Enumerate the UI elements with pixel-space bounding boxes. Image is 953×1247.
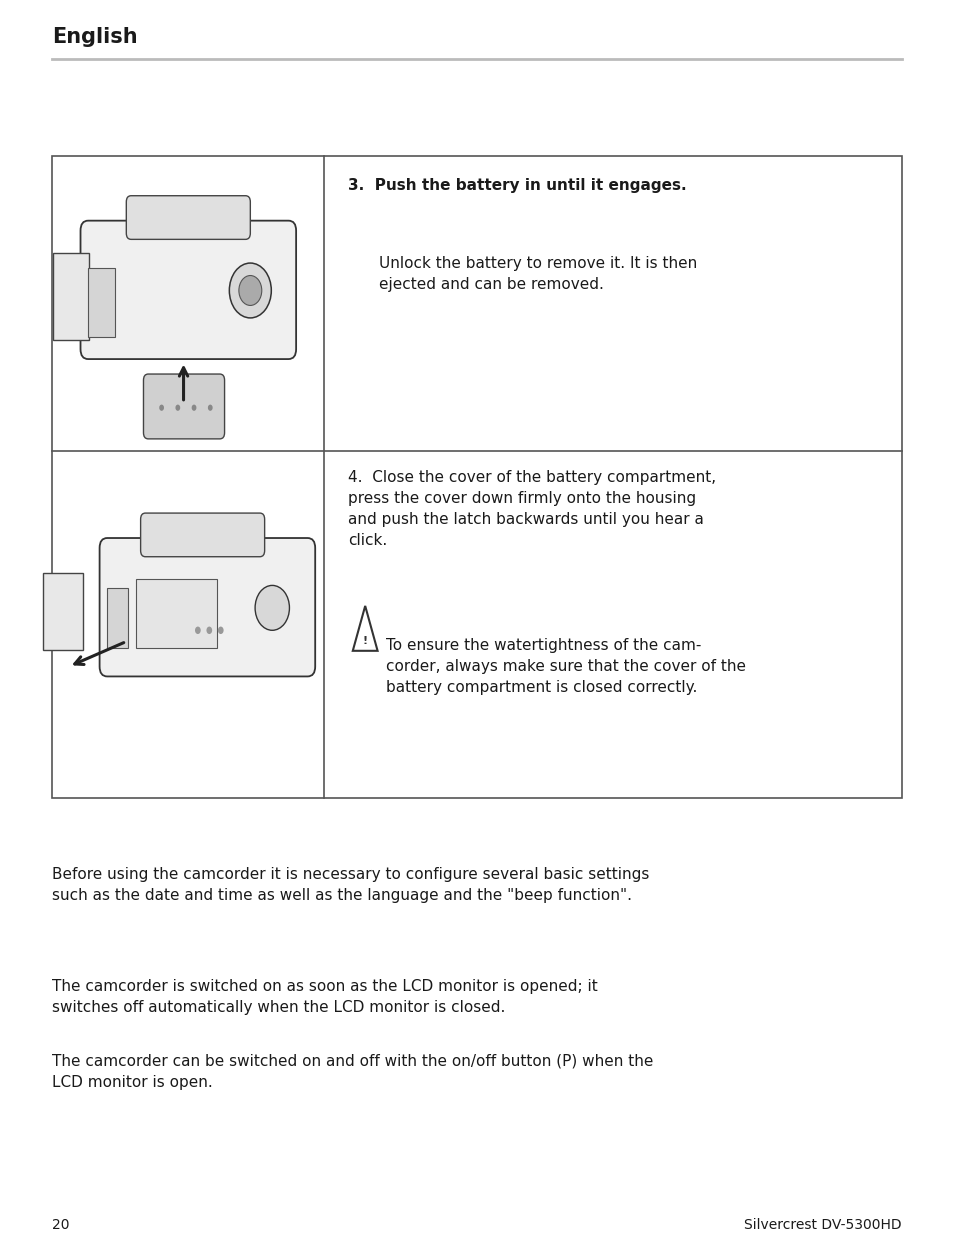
Text: To ensure the watertightness of the cam-
corder, always make sure that the cover: To ensure the watertightness of the cam-… — [386, 638, 745, 696]
FancyBboxPatch shape — [140, 513, 264, 556]
Text: 4.  Close the cover of the battery compartment,
press the cover down firmly onto: 4. Close the cover of the battery compar… — [348, 470, 716, 547]
Text: Silvercrest DV-5300HD: Silvercrest DV-5300HD — [743, 1218, 901, 1232]
FancyBboxPatch shape — [99, 537, 314, 676]
Circle shape — [217, 626, 223, 633]
Text: !: ! — [362, 636, 367, 646]
Circle shape — [206, 626, 212, 633]
Text: The camcorder is switched on as soon as the LCD monitor is opened; it
switches o: The camcorder is switched on as soon as … — [52, 979, 598, 1015]
Circle shape — [238, 276, 261, 306]
FancyBboxPatch shape — [143, 374, 224, 439]
Bar — [135, 579, 216, 647]
Circle shape — [194, 626, 200, 633]
Text: English: English — [52, 27, 138, 47]
Circle shape — [229, 263, 271, 318]
Bar — [107, 587, 128, 647]
Bar — [43, 572, 83, 650]
Bar — [52, 253, 89, 340]
Circle shape — [175, 404, 180, 410]
Circle shape — [208, 404, 213, 410]
Text: Before using the camcorder it is necessary to configure several basic settings
s: Before using the camcorder it is necessa… — [52, 867, 649, 903]
Circle shape — [254, 585, 289, 630]
Bar — [88, 268, 114, 337]
Text: 3.  Push the battery in until it engages.: 3. Push the battery in until it engages. — [348, 178, 686, 193]
Text: Unlock the battery to remove it. It is then
ejected and can be removed.: Unlock the battery to remove it. It is t… — [378, 256, 696, 292]
Bar — [52, 156, 901, 798]
Circle shape — [192, 404, 196, 410]
FancyBboxPatch shape — [126, 196, 250, 239]
Text: The camcorder can be switched on and off with the on/off button (P) when the
LCD: The camcorder can be switched on and off… — [52, 1054, 653, 1090]
Circle shape — [159, 404, 164, 410]
FancyBboxPatch shape — [80, 221, 295, 359]
Text: 20: 20 — [52, 1218, 70, 1232]
